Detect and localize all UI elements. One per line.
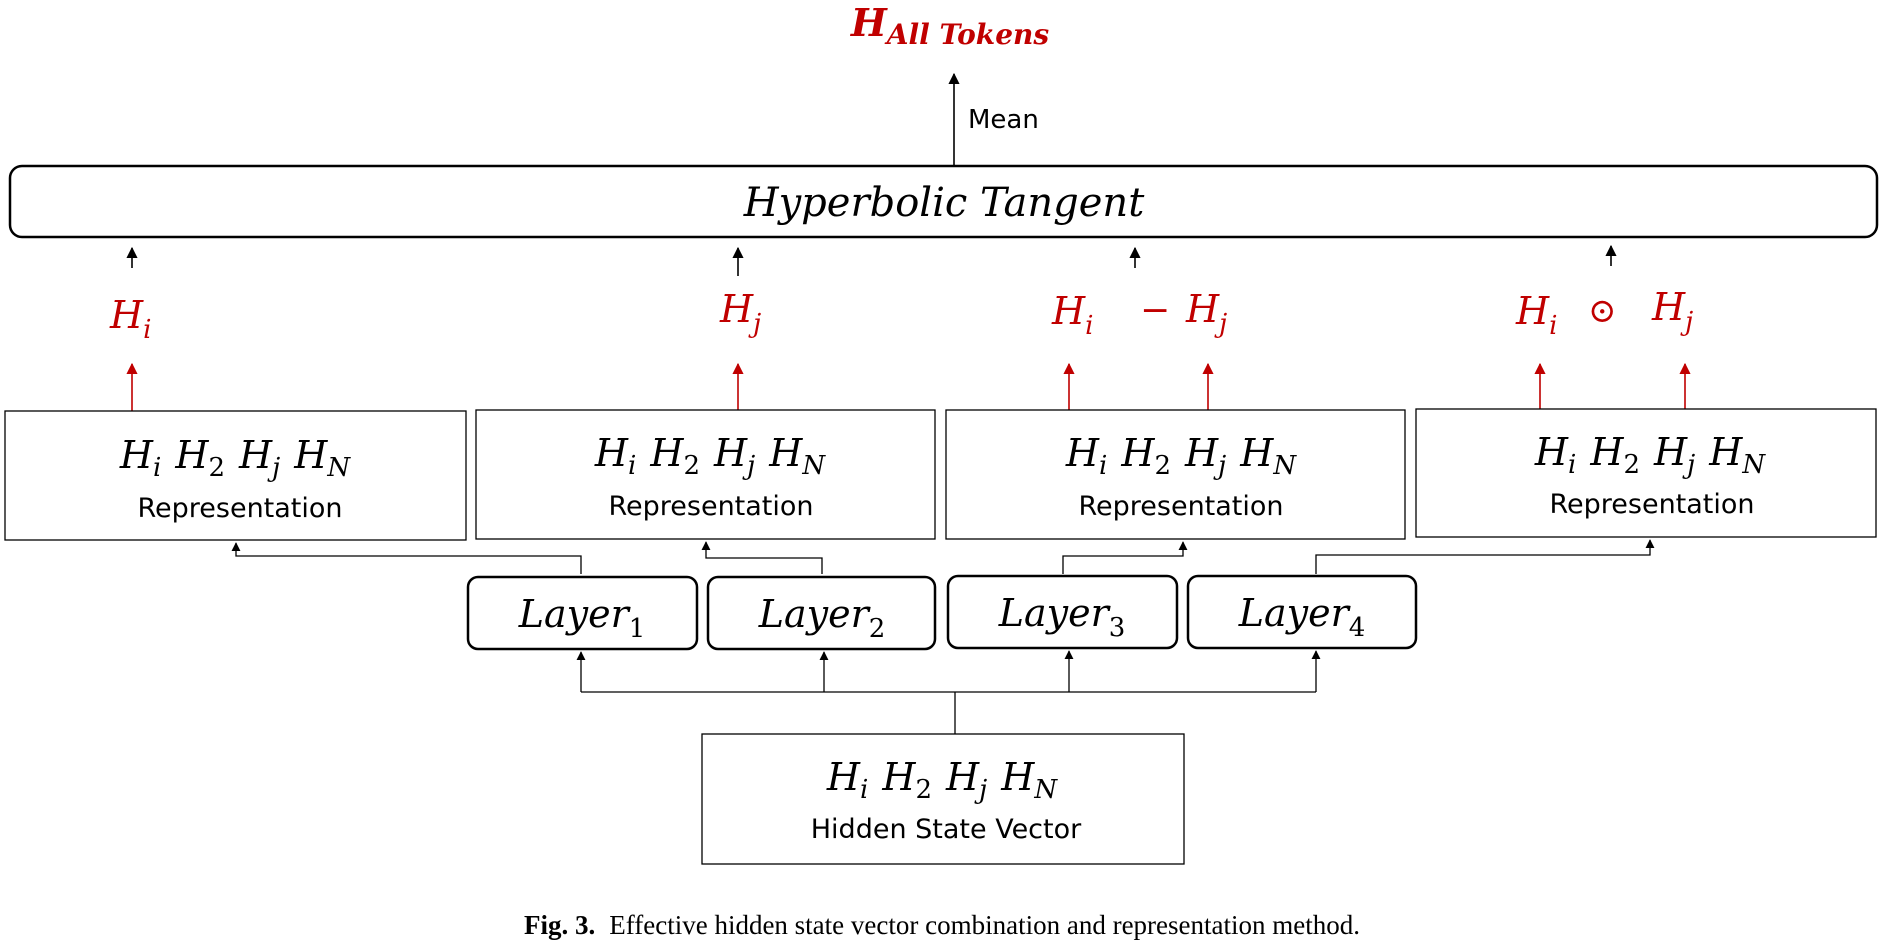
combination-3: Hi − Hj (1051, 287, 1227, 341)
representation-box-2: Hi H2 Hj HN Representation (475, 409, 936, 540)
svg-text:Hi: Hi (109, 293, 151, 345)
svg-text:Representation: Representation (608, 491, 813, 522)
representation-box-1: Hi H2 Hj HN Representation (4, 410, 467, 541)
svg-text:Layer1: Layer1 (518, 592, 646, 644)
output-title: HAll Tokens (850, 0, 1050, 51)
combination-4: Hi ⊙ Hj (1515, 285, 1693, 341)
figure-caption: Fig. 3. Effective hidden state vector com… (524, 910, 1360, 940)
svg-text:−: − (1140, 290, 1170, 331)
svg-text:Hj: Hj (1185, 287, 1227, 339)
svg-text:Hidden State Vector: Hidden State Vector (811, 814, 1082, 845)
svg-text:Layer2: Layer2 (758, 592, 886, 644)
svg-text:Hi: Hi (1515, 289, 1557, 341)
output-symbol: H (850, 0, 888, 45)
layer-box-1: Layer1 (466, 575, 699, 651)
svg-text:Layer3: Layer3 (998, 591, 1126, 643)
svg-text:Representation: Representation (137, 493, 342, 524)
representation-box-4: Hi H2 Hj HN Representation (1415, 408, 1877, 538)
connector-layer3-rep3 (1062, 541, 1188, 574)
combination-2: Hj (719, 287, 761, 339)
tanh-box (8, 164, 1879, 239)
svg-text:Hi: Hi (1051, 289, 1093, 341)
svg-text:Representation: Representation (1078, 491, 1283, 522)
connector-layer4-rep4 (1315, 539, 1655, 574)
output-subscript: All Tokens (884, 18, 1050, 51)
svg-text:Representation: Representation (1549, 489, 1754, 520)
representation-box-3: Hi H2 Hj HN Representation (945, 409, 1406, 540)
svg-text:Hj: Hj (1651, 285, 1693, 337)
figure-caption-text: Effective hidden state vector combinatio… (609, 910, 1360, 940)
layer-box-3: Layer3 (946, 574, 1179, 650)
mean-label: Mean (968, 105, 1039, 135)
figure-label: Fig. 3. (524, 910, 595, 940)
layer-box-4: Layer4 (1186, 574, 1418, 650)
connector-layer2-rep2 (701, 541, 823, 574)
layer-box-2: Layer2 (706, 575, 937, 651)
connector-layer1-rep1 (231, 542, 582, 574)
hidden-state-box: Hi H2 Hj HN Hidden State Vector (701, 733, 1185, 865)
combination-1: Hi (109, 293, 151, 345)
svg-text:⊙: ⊙ (1588, 291, 1617, 331)
svg-text:Layer4: Layer4 (1238, 591, 1366, 643)
tanh-label: Hyperbolic Tangent (743, 180, 1145, 226)
svg-text:Hj: Hj (719, 287, 761, 339)
